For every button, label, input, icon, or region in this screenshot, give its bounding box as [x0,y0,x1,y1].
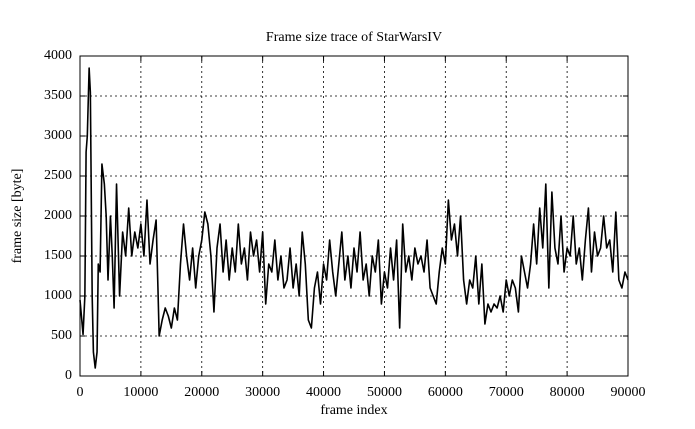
plot-frame [79,55,629,377]
y-tick-label: 3500 [44,88,72,103]
y-axis-label: frame size [byte] [10,169,25,264]
data-line [79,67,629,369]
y-tick-label: 3000 [44,128,72,143]
y-tick-label: 1500 [44,248,72,263]
x-tick-label: 80000 [550,385,585,400]
x-tick-label: 70000 [489,385,524,400]
x-tick-label: 60000 [428,385,463,400]
x-tick-label: 10000 [123,385,158,400]
y-tick-label: 4000 [44,48,72,63]
x-tick-label: 20000 [184,385,219,400]
y-tick-label: 0 [65,368,72,383]
y-tick-label: 500 [51,328,72,343]
x-axis-label: frame index [320,403,387,418]
x-tick-label: 40000 [306,385,341,400]
y-tick-label: 2500 [44,168,72,183]
x-tick-label: 30000 [245,385,280,400]
x-tick-label: 0 [77,385,84,400]
chart-title: Frame size trace of StarWarsIV [266,30,442,45]
y-tick-label: 2000 [44,208,72,223]
y-tick-label: 1000 [44,288,72,303]
x-tick-label: 50000 [367,385,402,400]
x-tick-label: 90000 [611,385,646,400]
